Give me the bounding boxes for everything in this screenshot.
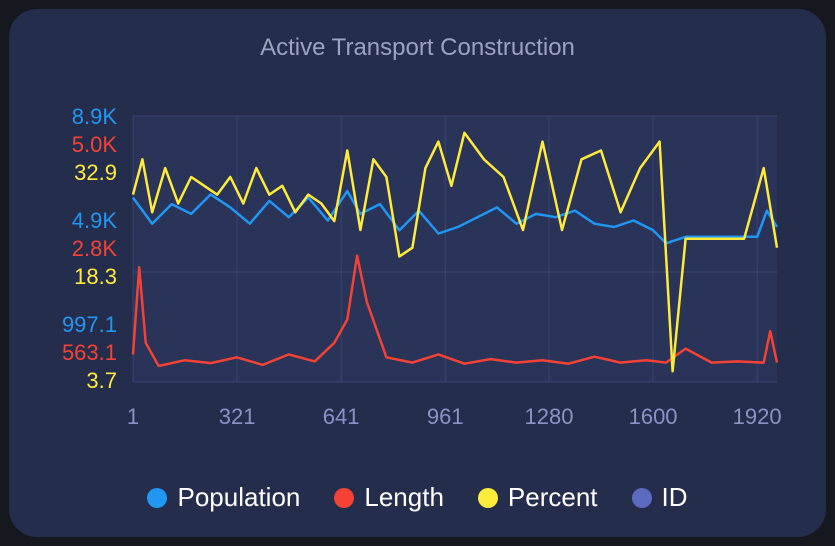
- legend-label: Population: [177, 482, 301, 512]
- legend-item-length[interactable]: Length: [334, 482, 444, 513]
- legend-item-percent[interactable]: Percent: [477, 482, 598, 513]
- legend-label: Length: [364, 482, 444, 512]
- y-tick-label-population: 8.9K: [72, 104, 118, 129]
- y-tick-label-length: 2.8K: [72, 236, 118, 261]
- x-tick-label: 1280: [525, 404, 574, 429]
- x-tick-label: 1: [127, 404, 139, 429]
- x-tick-label: 321: [219, 404, 256, 429]
- legend-dot-icon: [334, 487, 355, 508]
- legend-item-id[interactable]: ID: [631, 482, 688, 513]
- y-tick-label-percent: 32.9: [74, 160, 117, 185]
- legend-label: ID: [661, 482, 688, 512]
- x-tick-label: 961: [427, 404, 464, 429]
- legend-dot-icon: [631, 487, 652, 508]
- plot-area: [133, 116, 777, 382]
- y-tick-label-population: 4.9K: [72, 208, 118, 233]
- y-tick-label-percent: 3.7: [86, 368, 117, 393]
- legend-label: Percent: [507, 482, 598, 512]
- x-tick-label: 641: [323, 404, 360, 429]
- legend-dot-icon: [477, 487, 498, 508]
- y-tick-label-population: 997.1: [62, 312, 117, 337]
- legend-item-population[interactable]: Population: [147, 482, 300, 513]
- chart-legend: Population Length Percent ID: [0, 482, 835, 513]
- x-tick-label: 1920: [733, 404, 782, 429]
- y-tick-label-length: 5.0K: [72, 132, 118, 157]
- series-line-percent: [131, 131, 779, 373]
- legend-dot-icon: [147, 487, 168, 508]
- series-line-population: [131, 189, 779, 245]
- y-tick-label-percent: 18.3: [74, 264, 117, 289]
- series-line-length: [131, 254, 779, 368]
- chart-title: Active Transport Construction: [260, 34, 575, 61]
- x-tick-label: 1600: [629, 404, 678, 429]
- y-tick-label-length: 563.1: [62, 340, 117, 365]
